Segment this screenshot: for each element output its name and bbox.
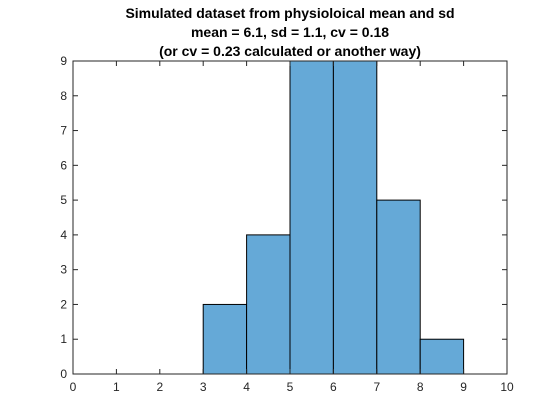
x-tick-label-4: 4	[243, 380, 250, 394]
x-tick-label-6: 6	[330, 380, 337, 394]
y-tick-label-2: 2	[60, 297, 67, 311]
bars-group	[202, 60, 465, 375]
y-tick-label-3: 3	[60, 263, 67, 277]
x-tick-label-0: 0	[70, 380, 77, 394]
y-tick-label-8: 8	[60, 89, 67, 103]
y-tick-label-7: 7	[60, 124, 67, 138]
y-tick-label-0: 0	[60, 367, 67, 381]
x-tick-label-5: 5	[287, 380, 294, 394]
x-tick-label-3: 3	[200, 380, 207, 394]
tick-labels-group: 0 1 2 3 4 5 6 7 8 9 10 0 1 2 3 4 5 6 7 8 9	[60, 54, 514, 394]
x-tick-label-9: 9	[460, 380, 467, 394]
x-tick-label-8: 8	[417, 380, 424, 394]
y-tick-label-9: 9	[60, 54, 67, 68]
chart-title-line-2: mean = 6.1, sd = 1.1, cv = 0.18	[191, 24, 389, 40]
chart-title-line-1: Simulated dataset from physioloical mean…	[125, 5, 454, 21]
x-tick-label-10: 10	[500, 380, 514, 394]
histogram-bar-5	[419, 338, 465, 375]
x-tick-label-1: 1	[113, 380, 120, 394]
y-tick-label-6: 6	[60, 158, 67, 172]
histogram-bar-1	[246, 234, 291, 375]
chart-title-line-3: (or cv = 0.23 calculated or another way)	[159, 43, 421, 59]
histogram-bar-4	[376, 199, 421, 375]
x-tick-label-7: 7	[373, 380, 380, 394]
plot-box	[72, 60, 508, 375]
histogram-bar-3	[332, 60, 378, 375]
y-tick-label-4: 4	[60, 228, 67, 242]
x-tick-label-2: 2	[156, 380, 163, 394]
y-tick-label-5: 5	[60, 193, 67, 207]
y-tick-label-1: 1	[60, 332, 67, 346]
histogram-bar-0	[202, 303, 248, 375]
histogram-bar-2	[289, 60, 334, 375]
